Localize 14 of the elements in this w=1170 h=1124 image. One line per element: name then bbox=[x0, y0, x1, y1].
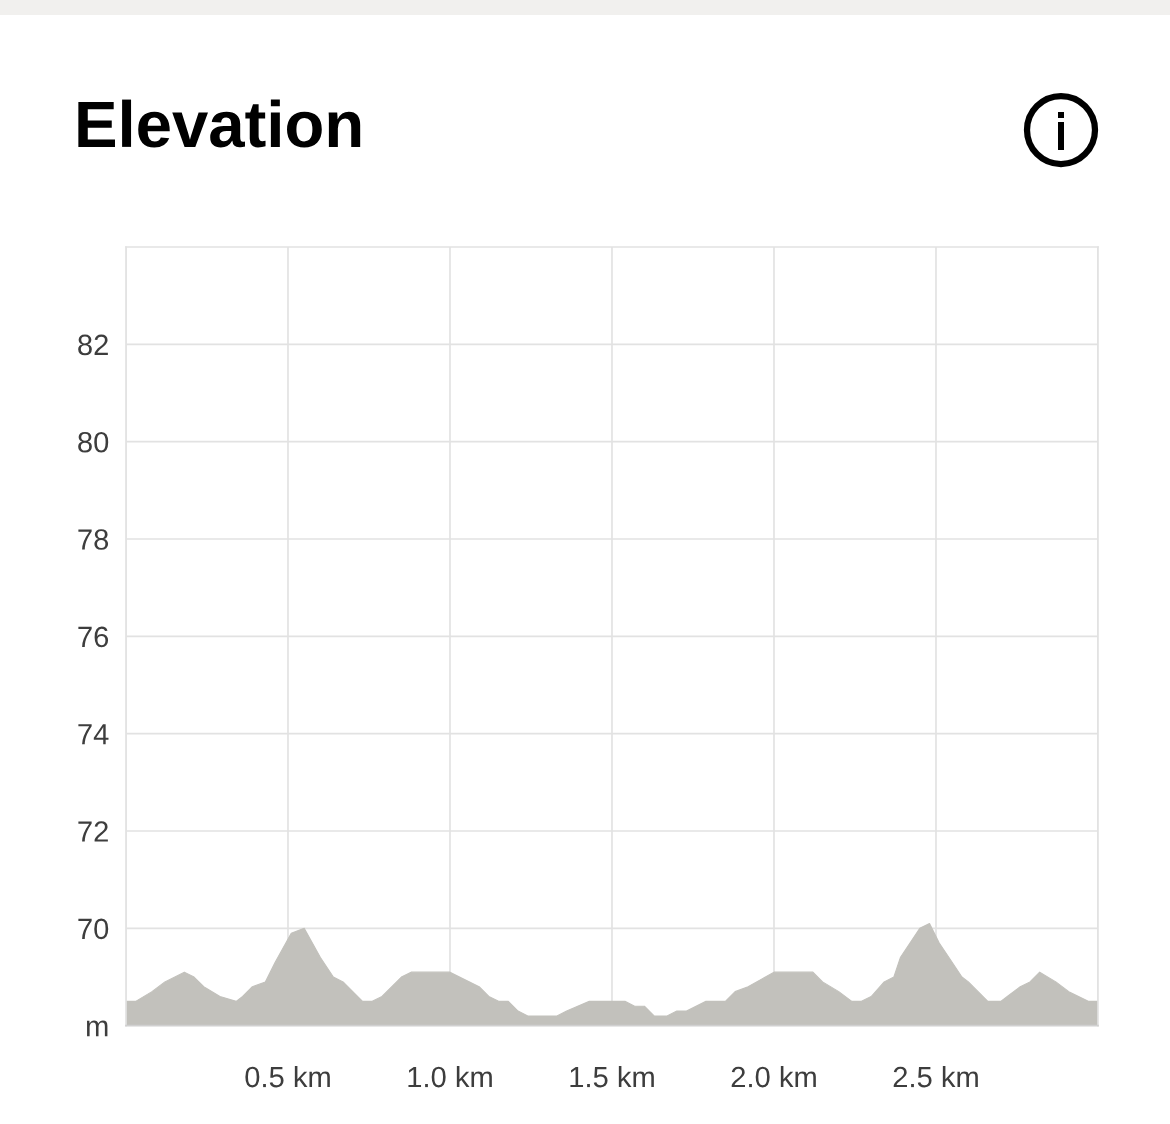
y-tick-label: 74 bbox=[78, 724, 109, 745]
y-tick-label: 78 bbox=[78, 529, 109, 550]
x-tick-label: 1.5 km bbox=[570, 1065, 654, 1088]
y-tick-label: 82 bbox=[78, 334, 108, 356]
y-tick-label: 72 bbox=[78, 821, 108, 842]
x-tick-label: 0.5 km bbox=[245, 1065, 330, 1088]
y-tick-label: 80 bbox=[78, 431, 109, 453]
x-tick-label: 2.5 km bbox=[893, 1065, 978, 1088]
x-tick-label: 1.0 km bbox=[408, 1065, 492, 1088]
x-tick-label: 2.0 km bbox=[731, 1065, 816, 1088]
chart-title: Elevation bbox=[78, 99, 361, 148]
y-tick-label: m bbox=[86, 1020, 108, 1037]
y-tick-label: 76 bbox=[78, 626, 109, 648]
y-tick-label: 70 bbox=[78, 918, 109, 940]
